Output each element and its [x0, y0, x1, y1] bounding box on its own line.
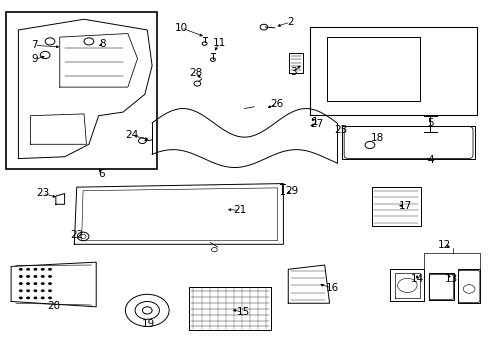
Circle shape — [48, 282, 52, 285]
Text: 13: 13 — [444, 274, 457, 284]
Circle shape — [41, 296, 44, 299]
Circle shape — [48, 289, 52, 292]
Text: 1: 1 — [311, 117, 318, 127]
Text: 18: 18 — [370, 133, 383, 143]
Bar — [6, 12, 157, 169]
Circle shape — [41, 275, 44, 278]
Text: 5: 5 — [427, 118, 433, 128]
Text: 24: 24 — [125, 130, 138, 140]
Circle shape — [33, 296, 37, 299]
Circle shape — [33, 268, 37, 271]
Circle shape — [26, 282, 30, 285]
Text: 19: 19 — [142, 319, 155, 329]
Circle shape — [26, 275, 30, 278]
Text: 27: 27 — [309, 118, 323, 129]
Text: 22: 22 — [70, 230, 83, 240]
Circle shape — [33, 289, 37, 292]
Text: 14: 14 — [409, 274, 423, 284]
Circle shape — [26, 268, 30, 271]
Text: 10: 10 — [174, 23, 187, 33]
Circle shape — [19, 268, 23, 271]
Text: 11: 11 — [212, 38, 225, 48]
Circle shape — [48, 275, 52, 278]
Circle shape — [33, 275, 37, 278]
Text: 2: 2 — [286, 17, 293, 27]
Text: 28: 28 — [189, 68, 202, 78]
Text: 12: 12 — [437, 240, 450, 250]
Text: 29: 29 — [285, 186, 298, 196]
Circle shape — [48, 268, 52, 271]
Text: 23: 23 — [36, 188, 49, 198]
Circle shape — [19, 296, 23, 299]
Text: 17: 17 — [398, 201, 411, 211]
Bar — [371, 187, 420, 226]
Circle shape — [26, 289, 30, 292]
Text: 25: 25 — [333, 125, 346, 135]
Circle shape — [48, 296, 52, 299]
Circle shape — [26, 296, 30, 299]
Text: 15: 15 — [236, 307, 249, 317]
Text: 9: 9 — [31, 54, 38, 64]
Circle shape — [41, 268, 44, 271]
Circle shape — [41, 282, 44, 285]
Text: 3: 3 — [289, 67, 296, 77]
Text: 21: 21 — [233, 205, 246, 215]
Text: 4: 4 — [427, 156, 433, 165]
Text: 20: 20 — [47, 301, 61, 311]
Text: 16: 16 — [325, 283, 338, 293]
Text: 6: 6 — [98, 168, 104, 179]
Text: 8: 8 — [99, 39, 105, 49]
Circle shape — [19, 282, 23, 285]
Circle shape — [41, 289, 44, 292]
Circle shape — [19, 275, 23, 278]
Circle shape — [33, 282, 37, 285]
Text: 26: 26 — [270, 99, 283, 109]
Circle shape — [19, 289, 23, 292]
Text: 7: 7 — [31, 40, 38, 50]
